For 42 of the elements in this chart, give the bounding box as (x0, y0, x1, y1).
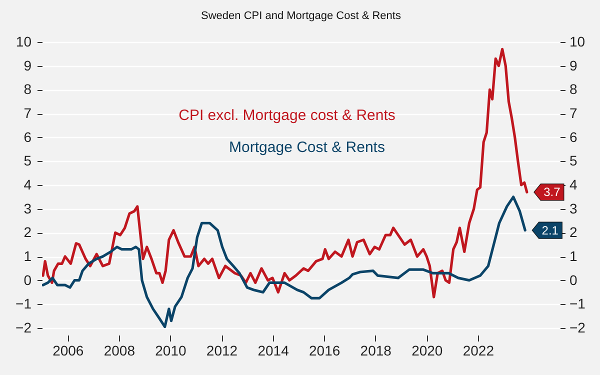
x-tick-label: 2012 (206, 342, 238, 358)
y-tick-label: 3 (24, 200, 32, 216)
y-tick-label: 2 (24, 224, 32, 240)
y-tick-label: −1 (16, 296, 32, 312)
x-tick-label: 2010 (155, 342, 186, 358)
y2-tick-label: 9 (570, 57, 578, 74)
y-tick-label: 7 (24, 105, 32, 121)
y2-tick-label: −1 (570, 296, 586, 312)
y-tick-label: 5 (24, 152, 32, 169)
y2-tick-label: 4 (570, 176, 578, 192)
x-tick-label: 2022 (462, 342, 494, 358)
y-tick-label: 9 (24, 57, 32, 74)
y-tick-label: −2 (16, 320, 32, 336)
y2-tick-label: 6 (570, 128, 578, 145)
x-tick-label: 2020 (412, 342, 443, 358)
y2-tick-label: −2 (570, 320, 586, 336)
text: Mortgage Cost & Rents (229, 139, 385, 156)
y2-tick-label: 2 (570, 224, 578, 240)
line-series (42, 196, 526, 328)
y2-tick-label: 7 (570, 105, 578, 121)
y-tick-label: 4 (24, 176, 32, 192)
x-tick-label: 2014 (258, 342, 290, 358)
y2-tick-label: 10 (570, 34, 586, 50)
x-tick-label: 2016 (309, 342, 340, 358)
chart-title: Sweden CPI and Mortgage Cost & Rents (201, 10, 402, 22)
x-tick-label: 2008 (104, 342, 136, 358)
data-label: 2.1 (542, 223, 559, 238)
data-label: 3.7 (544, 185, 561, 200)
y2-tick-label: 1 (570, 248, 578, 264)
y-tick-label: 10 (16, 34, 32, 50)
y-tick-label: 1 (24, 248, 32, 264)
y2-tick-label: 0 (570, 272, 578, 288)
line-series (42, 48, 528, 298)
y2-tick-label: 5 (570, 152, 578, 169)
text: CPI excl. Mortgage cost & Rents (178, 107, 396, 124)
x-tick-label: 2006 (52, 342, 84, 358)
y-tick-label: 8 (24, 81, 32, 98)
y-tick-label: 0 (24, 272, 32, 288)
y2-tick-label: 8 (570, 81, 578, 98)
y-tick-label: 6 (24, 128, 32, 145)
y2-tick-label: 3 (570, 200, 578, 216)
x-tick-label: 2018 (360, 342, 392, 358)
